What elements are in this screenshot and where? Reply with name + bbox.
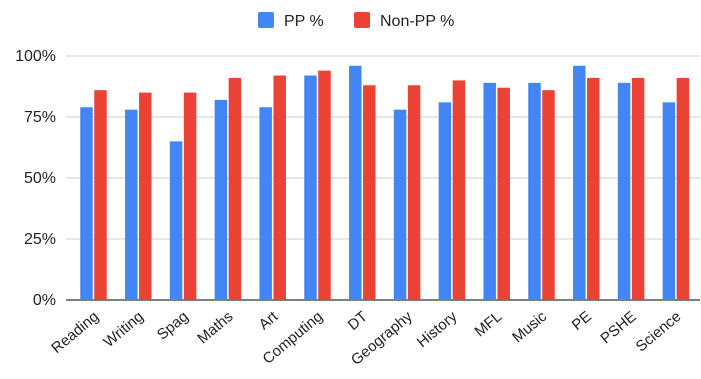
- x-category-label: Maths: [194, 308, 236, 347]
- x-category-label: Reading: [48, 308, 102, 357]
- y-axis-ticks: 0% 25% 50% 75% 100%: [15, 48, 56, 309]
- x-category-label: DT: [345, 308, 371, 334]
- bar-maths-non-pp: [228, 77, 242, 301]
- bar-music-pp: [528, 82, 541, 300]
- bar-mfl-pp: [483, 82, 496, 300]
- x-category-label: Art: [256, 308, 282, 334]
- bar-dt-pp: [349, 65, 362, 300]
- bar-history-pp: [438, 102, 452, 300]
- legend: PP % Non-PP %: [258, 12, 454, 30]
- y-tick-label: 0%: [33, 292, 56, 309]
- bar-geography-pp: [393, 109, 407, 301]
- bar-writing-non-pp: [139, 92, 152, 300]
- legend-label-pp: PP %: [284, 13, 324, 30]
- legend-label-non-pp: Non-PP %: [380, 13, 454, 30]
- bar-pshe-pp: [617, 82, 631, 300]
- x-category-label: Music: [509, 308, 550, 347]
- gridlines: [66, 55, 700, 301]
- bar-computing-pp: [304, 75, 317, 301]
- legend-swatch-pp: [258, 12, 274, 28]
- y-tick-label: 100%: [15, 48, 56, 65]
- x-category-label: Spag: [154, 308, 192, 344]
- bar-pe-non-pp: [587, 77, 600, 301]
- bar-history-non-pp: [452, 80, 466, 301]
- bar-reading-pp: [80, 107, 93, 301]
- bar-science-pp: [662, 102, 676, 300]
- y-tick-label: 50%: [24, 170, 56, 187]
- x-category-label: History: [414, 308, 461, 351]
- bar-computing-non-pp: [318, 70, 331, 300]
- bar-writing-pp: [125, 109, 138, 301]
- bar-pshe-non-pp: [631, 77, 645, 301]
- bar-spag-pp: [169, 141, 183, 300]
- bar-pe-pp: [573, 65, 586, 300]
- bar-music-non-pp: [542, 90, 555, 300]
- bar-maths-pp: [214, 99, 228, 300]
- bar-art-non-pp: [273, 75, 286, 301]
- bars: [80, 65, 690, 301]
- bar-geography-non-pp: [407, 85, 421, 300]
- bar-science-non-pp: [676, 77, 690, 301]
- bar-dt-non-pp: [363, 85, 376, 300]
- bar-reading-non-pp: [94, 90, 107, 300]
- x-category-label: MFL: [471, 308, 505, 340]
- bar-art-pp: [259, 107, 272, 301]
- x-category-label: Writing: [100, 308, 146, 351]
- x-category-label: PE: [569, 308, 595, 334]
- bar-mfl-non-pp: [497, 87, 510, 300]
- legend-swatch-non-pp: [354, 12, 370, 28]
- y-tick-label: 25%: [24, 231, 56, 248]
- y-tick-label: 75%: [24, 109, 56, 126]
- x-category-label: Science: [633, 308, 685, 355]
- bar-spag-non-pp: [183, 92, 197, 300]
